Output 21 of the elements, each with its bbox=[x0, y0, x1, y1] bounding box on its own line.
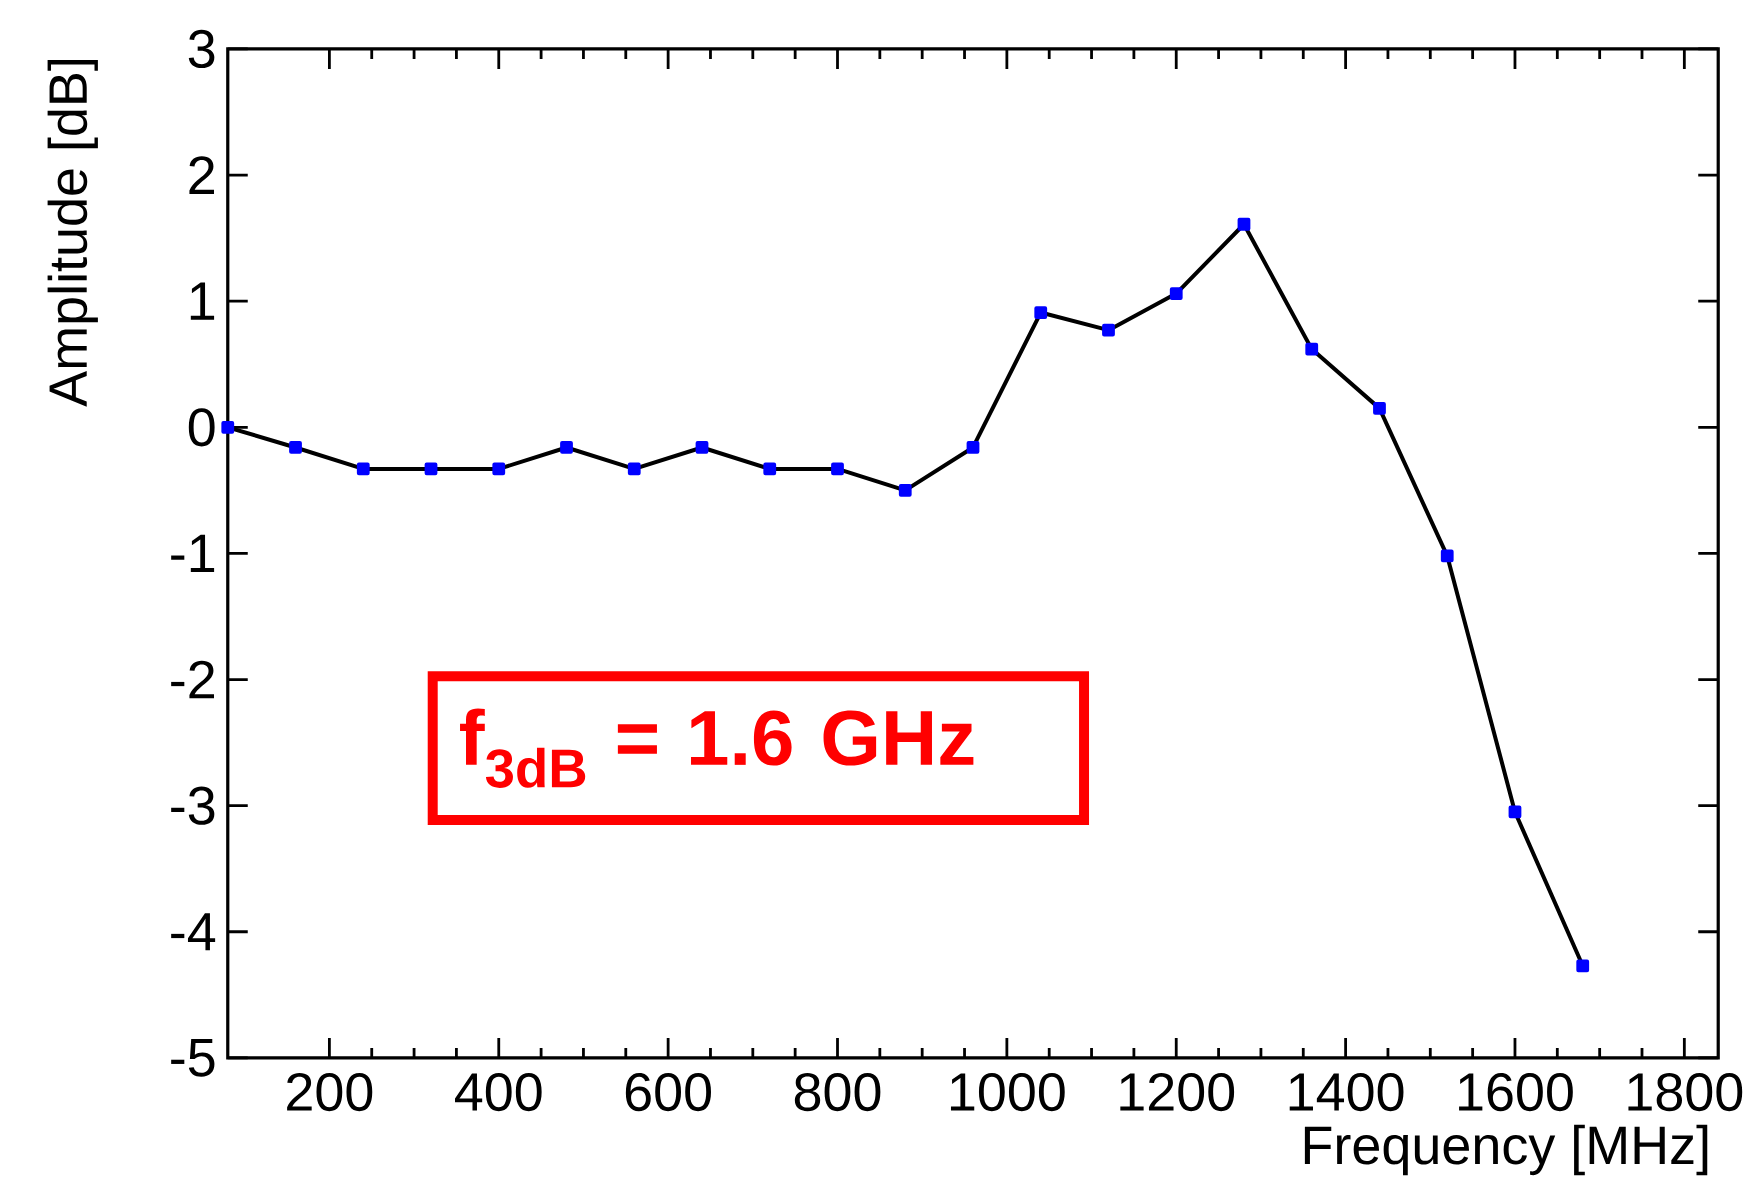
x-tick-label: 1200 bbox=[1120, 1073, 1235, 1112]
x-tick-label: 1600 bbox=[1459, 1073, 1573, 1112]
x-tick-label: 1000 bbox=[950, 1073, 1065, 1112]
x-tick-label: 1400 bbox=[1289, 1073, 1404, 1112]
y-tick-label: -1 bbox=[171, 534, 215, 573]
annotation: f$_{3dB}$ = 1.6 GHz bbox=[460, 708, 974, 788]
y-tick-label: -4 bbox=[171, 913, 216, 951]
y-tick-label: 0 bbox=[188, 408, 215, 447]
y-tick-label: 1 bbox=[190, 282, 215, 320]
y-tick-label: 3 bbox=[188, 29, 215, 69]
y-tick-label: -3 bbox=[171, 786, 215, 825]
y-tick-label: -2 bbox=[171, 660, 215, 699]
x-axis-title: Frequency [MHz] bbox=[1304, 1124, 1708, 1176]
x-tick-label: 600 bbox=[625, 1073, 711, 1112]
x-tick-label: 200 bbox=[287, 1073, 373, 1112]
y-tick-label: -5 bbox=[171, 1039, 215, 1077]
x-tick-label: 400 bbox=[455, 1073, 542, 1112]
x-tick-label: 1800 bbox=[1628, 1073, 1743, 1112]
x-tick-label: 800 bbox=[794, 1073, 881, 1112]
y-axis-title: Amplitude [dB] bbox=[47, 60, 98, 407]
y-tick-label: 2 bbox=[189, 156, 215, 194]
